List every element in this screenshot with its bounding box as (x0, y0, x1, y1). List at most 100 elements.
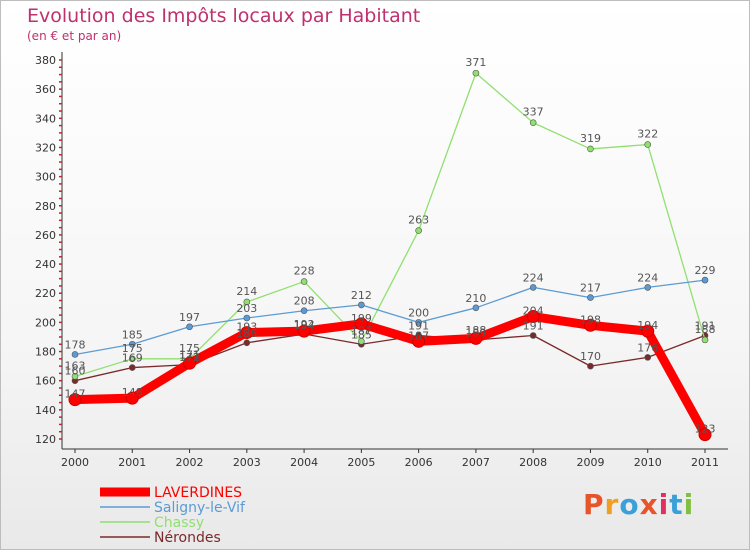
data-label: 337 (523, 106, 544, 119)
data-label: 194 (637, 319, 658, 332)
data-point (300, 307, 308, 315)
data-label: 224 (523, 271, 544, 284)
data-label: 371 (465, 56, 486, 69)
data-label: 187 (408, 329, 429, 342)
y-tick-label: 280 (35, 200, 56, 213)
data-point (125, 391, 139, 405)
y-tick-label: 140 (35, 404, 56, 417)
data-label: 229 (695, 264, 716, 277)
data-label: 147 (65, 388, 86, 401)
data-point (469, 331, 483, 345)
data-label: 188 (465, 324, 486, 337)
chart-title: Evolution des Impôts locaux par Habitant (27, 5, 421, 27)
data-point (128, 355, 136, 363)
data-point (300, 278, 308, 285)
data-point (644, 284, 652, 291)
x-tick-label: 2009 (576, 456, 604, 469)
logo-letter: t (669, 488, 684, 521)
data-label: 214 (236, 285, 257, 298)
data-label: 148 (122, 386, 143, 399)
data-point (529, 332, 537, 339)
data-label: 203 (236, 302, 257, 315)
x-tick-label: 2001 (118, 456, 146, 469)
data-point (698, 428, 712, 442)
data-point (587, 294, 594, 301)
data-point (297, 324, 311, 338)
data-label: 178 (65, 338, 86, 351)
data-point (472, 69, 480, 77)
data-label: 197 (179, 311, 200, 324)
data-label: 319 (580, 132, 601, 145)
x-tick-label: 2003 (233, 456, 261, 469)
data-point (526, 310, 540, 324)
y-tick-label: 260 (35, 229, 56, 242)
logo-letter: P (583, 488, 605, 521)
proxiti-logo: Proxiti (583, 488, 694, 521)
logo-letter: o (619, 488, 640, 521)
x-tick-label: 2000 (61, 456, 89, 469)
y-tick-label: 120 (35, 433, 56, 446)
x-tick-label: 2007 (462, 456, 490, 469)
logo-letter: r (604, 488, 620, 521)
data-point (183, 356, 197, 370)
y-tick-label: 180 (35, 346, 56, 359)
data-point (128, 340, 136, 348)
data-label: 263 (408, 214, 429, 227)
data-label: 169 (122, 352, 143, 365)
data-label: 191 (695, 320, 716, 333)
series-line-2 (74, 72, 706, 377)
data-point (68, 393, 82, 407)
data-label: 192 (294, 318, 315, 331)
y-tick-label: 220 (35, 287, 56, 300)
x-tick-label: 2008 (519, 456, 547, 469)
legend-label: Chassy (154, 515, 204, 531)
data-label: 172 (179, 351, 200, 364)
y-tick-label: 340 (35, 112, 56, 125)
chart-subtitle: (en € et par an) (27, 29, 122, 43)
x-tick-label: 2010 (634, 456, 662, 469)
data-point (354, 317, 368, 331)
data-label: 228 (294, 265, 315, 278)
logo-letter: i (683, 488, 695, 521)
data-label: 194 (294, 319, 315, 332)
data-label: 200 (408, 306, 429, 319)
data-label: 191 (523, 320, 544, 333)
data-point (71, 351, 79, 358)
data-label: 187 (351, 324, 372, 337)
y-tick-label: 200 (35, 316, 56, 329)
legend-label: LAVERDINES (154, 485, 242, 501)
data-point (701, 336, 709, 344)
series-line-1 (74, 279, 706, 356)
data-point (701, 276, 709, 284)
data-label: 171 (179, 349, 200, 362)
data-label: 163 (65, 359, 86, 372)
x-tick-label: 2005 (347, 456, 375, 469)
data-point (641, 324, 655, 338)
y-tick-label: 160 (35, 375, 56, 388)
data-label: 176 (637, 341, 658, 354)
legend-label: Saligny-le-Vif (154, 500, 246, 516)
x-tick-label: 2006 (405, 456, 433, 469)
data-label: 322 (637, 128, 658, 141)
data-point (243, 339, 251, 347)
data-label: 191 (408, 320, 429, 333)
data-label: 186 (236, 327, 257, 340)
data-point (128, 364, 136, 371)
data-label: 198 (580, 313, 601, 326)
data-point (644, 141, 652, 148)
data-label: 185 (122, 328, 143, 341)
data-label: 170 (580, 350, 601, 363)
data-point (472, 304, 480, 312)
x-tick-label: 2002 (176, 456, 204, 469)
y-tick-label: 300 (35, 171, 56, 184)
series-line-0 (70, 312, 710, 440)
data-label: 210 (465, 292, 486, 305)
x-tick-label: 2004 (290, 456, 318, 469)
data-label: 199 (351, 312, 372, 325)
data-label: 185 (351, 328, 372, 341)
data-point (529, 119, 537, 126)
data-point (415, 319, 422, 326)
data-point (243, 314, 251, 322)
